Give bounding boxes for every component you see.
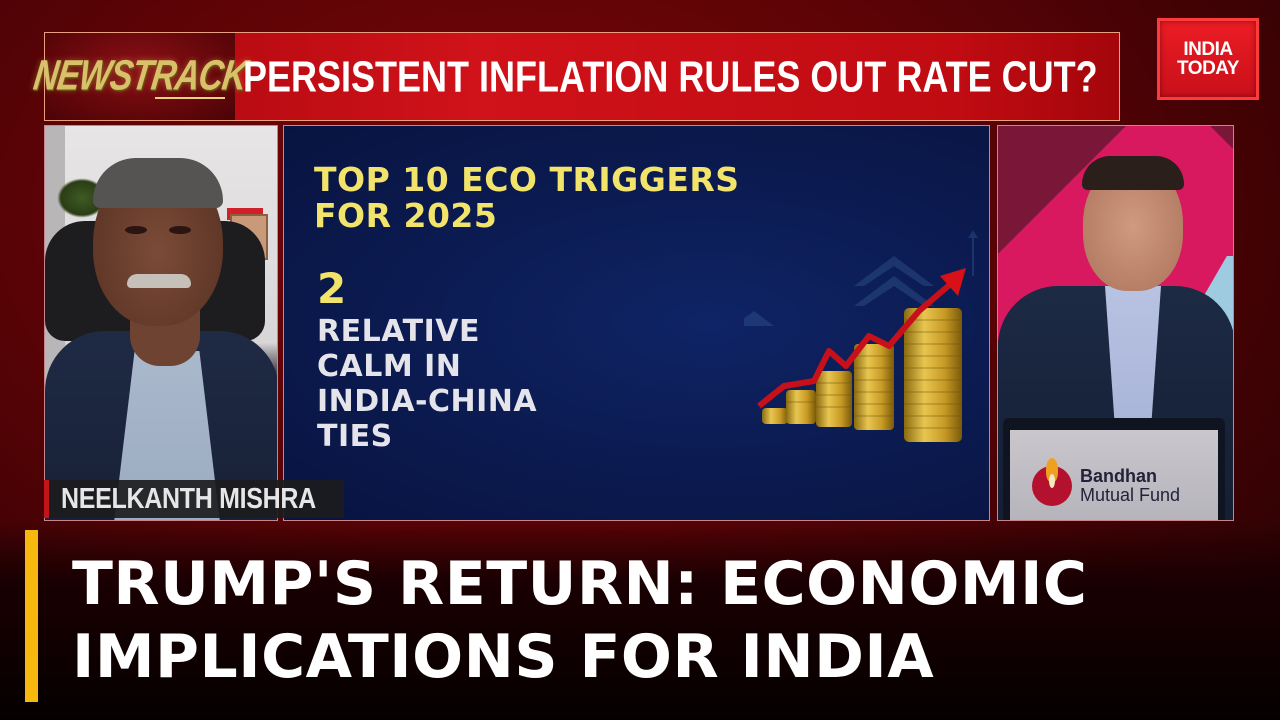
- trigger-number: 2: [317, 264, 347, 313]
- guest-video-panel: [44, 125, 278, 521]
- host-shirt: [1105, 286, 1161, 436]
- sponsor-name-line1: Bandhan: [1080, 466, 1158, 486]
- show-logo-box: NEWSTRACK: [31, 33, 249, 120]
- main-headline: TRUMP'S RETURN: ECONOMIC IMPLICATIONS FO…: [72, 548, 1087, 694]
- coin-stacks-growth-icon: [744, 230, 978, 442]
- eco-triggers-graphic: TOP 10 ECO TRIGGERS FOR 2025 2 RELATIVE …: [283, 125, 990, 521]
- trigger-text-line: TIES: [317, 419, 393, 454]
- main-headline-line1: TRUMP'S RETURN: ECONOMIC: [72, 549, 1088, 619]
- channel-logo: INDIA TODAY: [1157, 18, 1259, 100]
- main-headline-line2: IMPLICATIONS FOR INDIA: [72, 622, 935, 692]
- channel-logo-line2: TODAY: [1177, 58, 1239, 79]
- guest-mustache: [127, 274, 191, 288]
- trigger-text-line: RELATIVE: [317, 314, 480, 349]
- host-hair: [1082, 156, 1184, 190]
- graphic-title-line1: TOP 10 ECO TRIGGERS: [314, 160, 740, 199]
- channel-logo-line1: INDIA: [1183, 39, 1233, 60]
- bottom-gradient: [0, 520, 1280, 720]
- headline-text: PERSISTENT INFLATION RULES OUT RATE CUT?: [243, 51, 1098, 101]
- host-video-panel: Bandhan Mutual Fund: [997, 125, 1234, 521]
- sponsor-logo: Bandhan Mutual Fund: [1032, 458, 1180, 506]
- guest-name-strap: NEELKANTH MISHRA: [44, 480, 344, 518]
- headline-banner: NEWSTRACK PERSISTENT INFLATION RULES OUT…: [31, 32, 1120, 121]
- headline-accent-bar: [25, 530, 38, 702]
- guest-hair: [93, 158, 223, 208]
- graphic-title-line2: FOR 2025: [314, 196, 498, 235]
- sponsor-flame-icon: [1032, 458, 1072, 506]
- show-logo-underline: [155, 97, 225, 99]
- guest-name: NEELKANTH MISHRA: [61, 482, 316, 515]
- trigger-text: RELATIVE CALM IN INDIA-CHINA TIES: [317, 314, 537, 454]
- guest-eye-right: [169, 226, 191, 234]
- trigger-text-line: INDIA-CHINA: [317, 384, 538, 419]
- sponsor-name-line2: Mutual Fund: [1080, 485, 1181, 505]
- sponsor-name: Bandhan Mutual Fund: [1080, 467, 1180, 505]
- show-logo: NEWSTRACK: [30, 52, 250, 100]
- guest-eye-left: [125, 226, 147, 234]
- graphic-title: TOP 10 ECO TRIGGERS FOR 2025: [314, 162, 740, 234]
- trigger-text-line: CALM IN: [317, 349, 462, 384]
